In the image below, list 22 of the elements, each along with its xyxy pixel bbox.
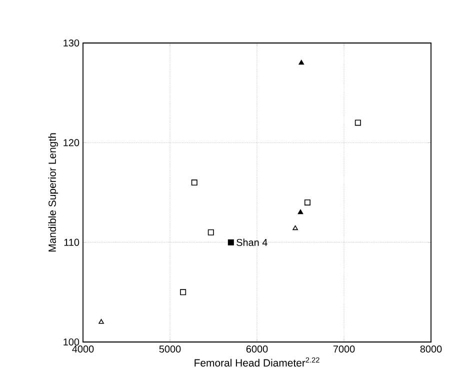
- y-tick-label: 110: [64, 238, 80, 246]
- y-tick-label: 100: [64, 338, 80, 346]
- point: [191, 180, 198, 186]
- point: [292, 225, 298, 230]
- point: [180, 289, 186, 296]
- y-tick-label: 130: [64, 39, 80, 47]
- point: [298, 60, 304, 65]
- x-axis-title: Femoral Head Diameter$^{2.22}$: [194, 357, 320, 367]
- annotation: Shan 4: [236, 238, 268, 246]
- point: [304, 199, 310, 206]
- point: [298, 209, 304, 214]
- x-tick-label: 6000: [246, 346, 268, 353]
- point: [98, 319, 104, 324]
- y-tick-label: 120: [64, 139, 80, 146]
- point: [354, 120, 361, 126]
- x-tick-label: 5000: [159, 346, 181, 353]
- x-tick-label: 7000: [333, 346, 355, 353]
- point: [208, 229, 214, 236]
- x-tick-label: 4000: [72, 346, 94, 353]
- y-axis-title: Mandible Superior Length: [48, 133, 58, 252]
- x-tick-label: 8000: [420, 346, 442, 353]
- point: [228, 239, 234, 246]
